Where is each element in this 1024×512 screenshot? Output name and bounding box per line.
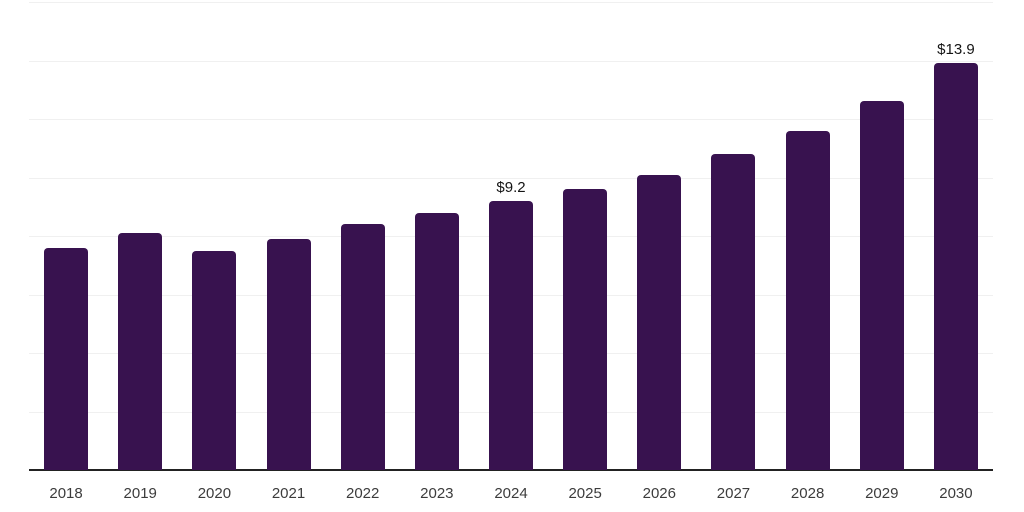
x-tick-2024: 2024 xyxy=(494,485,528,502)
x-tick-2029: 2029 xyxy=(865,485,899,502)
bar-2027[interactable] xyxy=(711,154,756,470)
x-tick-2022: 2022 xyxy=(346,485,380,502)
x-tick-2018: 2018 xyxy=(49,485,83,502)
x-tick-2027: 2027 xyxy=(716,485,751,502)
bar-2024[interactable] xyxy=(489,200,533,470)
x-tick-2025: 2025 xyxy=(568,485,602,502)
gridline xyxy=(29,60,993,62)
bar-2019[interactable] xyxy=(118,233,163,470)
bar-2029[interactable] xyxy=(859,101,904,470)
bar-2030[interactable] xyxy=(933,63,978,470)
x-tick-2020: 2020 xyxy=(197,485,232,502)
x-tick-2019: 2019 xyxy=(123,485,157,502)
x-tick-2030: 2030 xyxy=(939,485,973,502)
x-tick-2028: 2028 xyxy=(790,485,825,502)
bar-2021[interactable] xyxy=(266,238,311,470)
x-tick-2021: 2021 xyxy=(271,485,306,502)
x-tick-2023: 2023 xyxy=(420,485,454,502)
bar-2018[interactable] xyxy=(44,247,89,470)
bar-2025[interactable] xyxy=(563,189,608,470)
bar-2020[interactable] xyxy=(192,250,237,470)
x-axis-line xyxy=(29,469,993,471)
x-tick-2026: 2026 xyxy=(642,485,676,502)
bar-2022[interactable] xyxy=(340,224,385,470)
bar-2023[interactable] xyxy=(414,212,459,470)
gridline xyxy=(29,119,993,120)
data-label-2030: $13.9 xyxy=(937,41,975,59)
bar-2026[interactable] xyxy=(637,174,682,470)
gridline xyxy=(29,2,993,3)
data-label-2024: $9.2 xyxy=(496,178,526,196)
bar-2028[interactable] xyxy=(785,130,830,470)
